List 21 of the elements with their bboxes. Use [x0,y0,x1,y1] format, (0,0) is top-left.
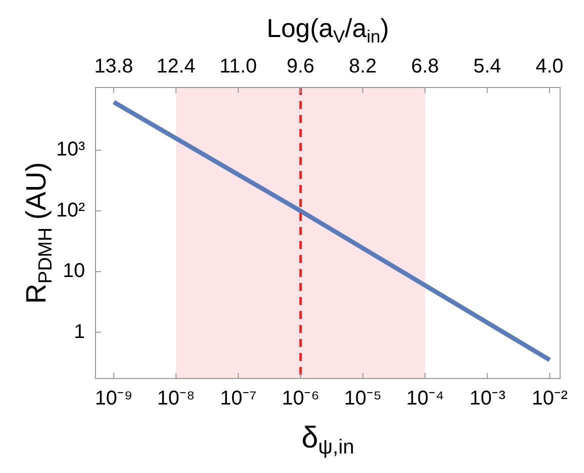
y-axis-title: RPDMH (AU) [20,162,57,304]
x2-tick-label: 12.4 [156,56,196,78]
x2-tick-label: 4.0 [536,56,564,78]
x2-tick-label: 13.8 [94,56,134,78]
x2-tick-label: 6.8 [411,56,439,78]
x2-tick-label: 8.2 [348,56,377,78]
x-tick-label: 10⁻⁸ [157,388,195,410]
x2-tick-label: 5.4 [473,56,502,78]
x2-tick-label: 11.0 [219,56,257,78]
x-tick-label: 10⁻⁵ [344,388,382,410]
x2-tick-label: 9.6 [286,56,314,78]
y-tick-label: 10² [56,199,86,222]
y-tick-label: 10 [62,260,85,282]
x-tick-label: 10⁻⁴ [406,388,444,410]
y-tick-label: 1 [74,320,85,343]
x-tick-label: 10⁻⁶ [282,388,320,410]
x-tick-label: 10⁻³ [469,388,506,410]
x-tick-label: 10⁻² [532,388,568,410]
x-tick-label: 10⁻⁷ [220,388,257,410]
y-tick-label: 10³ [56,138,86,161]
x-tick-label: 10⁻⁹ [94,388,133,410]
